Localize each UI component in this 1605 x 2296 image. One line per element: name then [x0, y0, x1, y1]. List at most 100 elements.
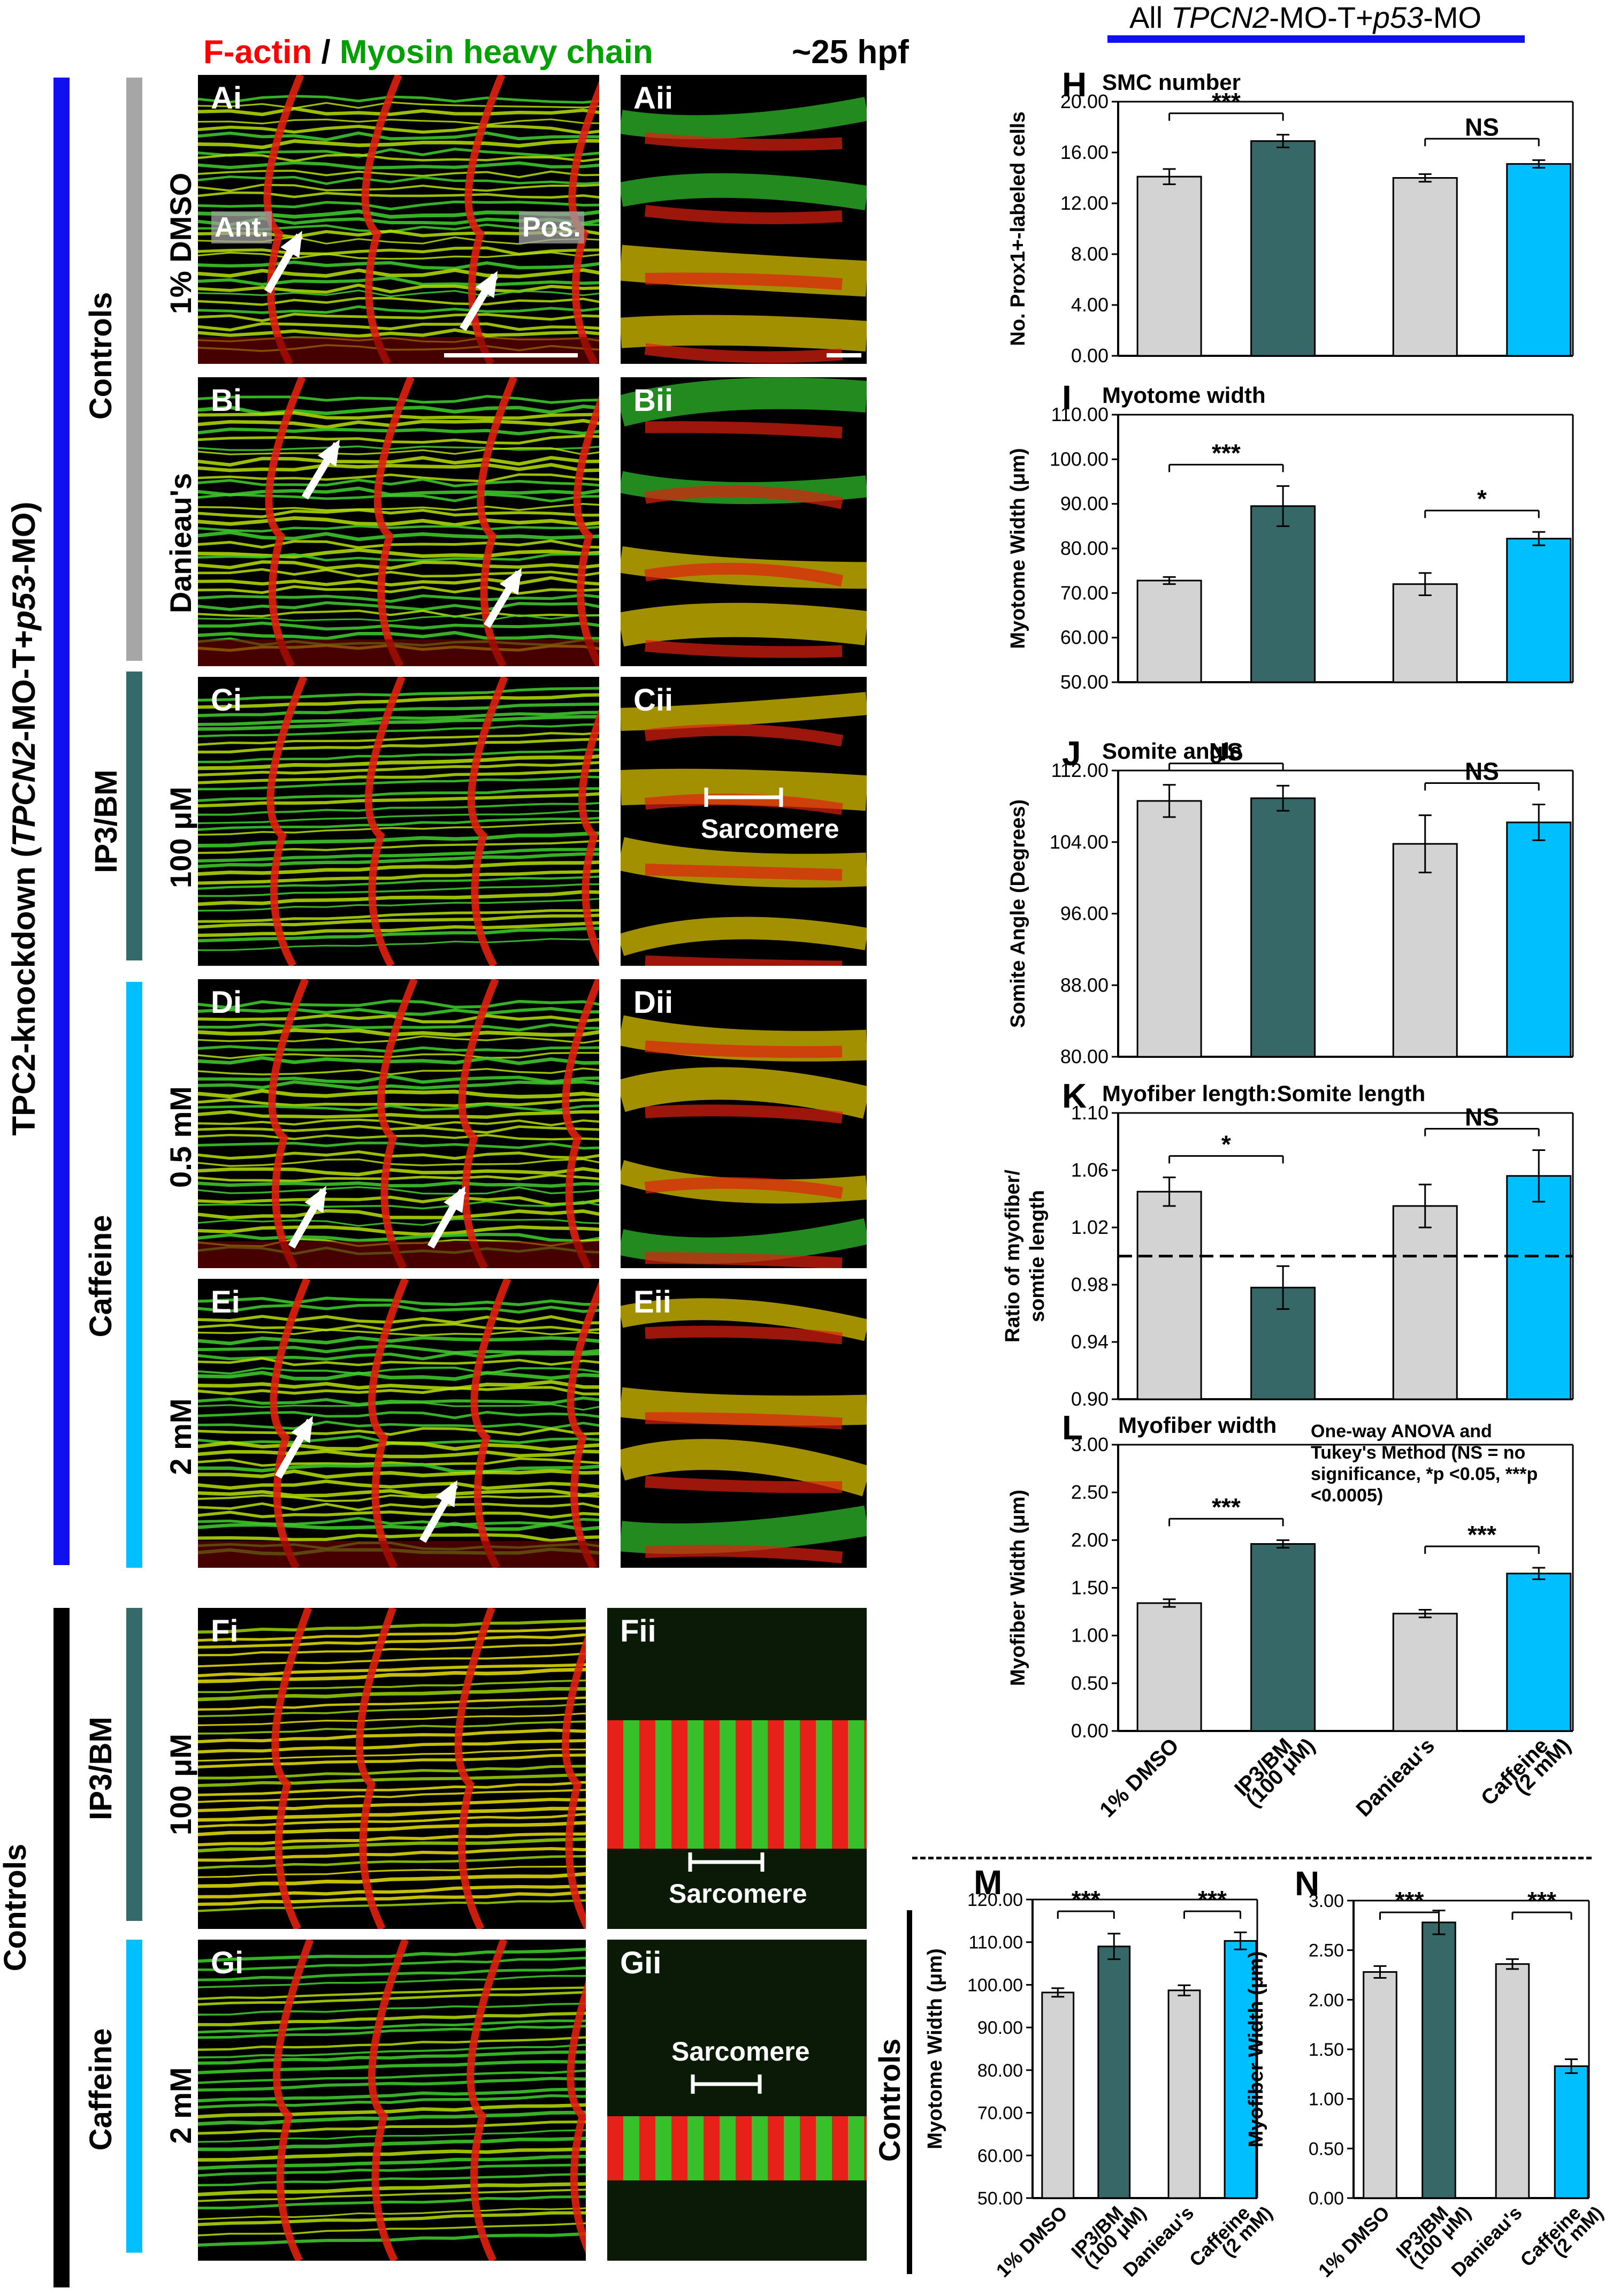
chart-group-bar [1107, 35, 1525, 43]
y-tick-label-K: 1.02 [1071, 1216, 1109, 1238]
y-tick-label-L: 1.00 [1071, 1624, 1109, 1646]
micrograph-ci: Ci [198, 677, 599, 966]
panel-label-di: Di [211, 985, 242, 1020]
scale-bar-aii [827, 353, 861, 357]
y-tick-label-M: 50.00 [977, 2188, 1023, 2209]
panel-letter-H: H [1062, 65, 1087, 104]
bar-I-3 [1506, 538, 1572, 683]
y-tick-label-N: 0.50 [1309, 2139, 1344, 2159]
panel-label-gii: Gii [620, 1946, 662, 1980]
panel-label-aii: Aii [633, 81, 674, 116]
chart-title-J: Somite angle [1102, 738, 1242, 764]
panel-label-fi: Fi [211, 1614, 239, 1649]
bar-N-1 [1421, 1921, 1456, 2199]
y-tick-label-N: 2.50 [1309, 1941, 1344, 1961]
y-tick-label-M: 120.00 [967, 1890, 1023, 1910]
category-label-N-0-0: 1% DMSO [1314, 2202, 1394, 2282]
bar-J-0 [1136, 800, 1202, 1058]
ip3bm-teal-bar [126, 672, 142, 960]
y-tick-label-M: 90.00 [977, 2018, 1023, 2038]
panel-letter-L: L [1062, 1408, 1083, 1447]
chart-title-K: Myofiber length:Somite length [1102, 1081, 1425, 1106]
y-tick-label-J: 88.00 [1060, 974, 1109, 996]
panel-letter-K: K [1062, 1077, 1087, 1115]
y-tick-label-N: 1.00 [1309, 2089, 1344, 2110]
bar-M-0 [1041, 1992, 1075, 2199]
legend-red: F-actin [203, 34, 312, 71]
bar-H-2 [1392, 177, 1458, 357]
sig-label-J-1: NS [1465, 758, 1499, 785]
y-tick-label-I: 80.00 [1060, 537, 1109, 559]
chart-title-L: Myofiber width [1118, 1413, 1277, 1438]
bar-L-2 [1392, 1613, 1458, 1732]
sig-label-M-0: *** [1072, 1886, 1100, 1913]
y-tick-label-N: 1.50 [1309, 2040, 1344, 2060]
panel-letter-M: M [974, 1863, 1002, 1902]
y-tick-label-I: 90.00 [1060, 493, 1109, 515]
chart-title-I: Myotome width [1102, 383, 1266, 408]
bar-I-1 [1250, 505, 1316, 683]
sarcomere-label-f: Sarcomere [669, 1879, 807, 1909]
y-tick-label-N: 0.00 [1309, 2188, 1344, 2209]
y-tick-label-I: 110.00 [1051, 403, 1109, 425]
panel-label-gi: Gi [211, 1946, 244, 1980]
y-tick-label-H: 8.00 [1071, 243, 1109, 265]
y-tick-label-L: 0.50 [1071, 1672, 1109, 1694]
scale-bar-ai [444, 353, 578, 357]
panel-letter-I: I [1062, 378, 1072, 417]
y-tick-label-J: 80.00 [1060, 1046, 1109, 1067]
micrograph-di: Di [198, 979, 599, 1268]
y-tick-label-I: 50.00 [1060, 671, 1109, 693]
chart-title-H: SMC number [1102, 70, 1241, 95]
sig-label-I-0: *** [1212, 439, 1241, 467]
y-tick-label-N: 2.00 [1309, 1990, 1344, 2010]
bar-N-0 [1363, 1971, 1397, 2199]
micrograph-fi: Fi [198, 1608, 586, 1929]
panel-letter-N: N [1295, 1864, 1319, 1903]
y-tick-label-H: 4.00 [1071, 294, 1109, 316]
y-label-J: Somite Angle (Degrees) [1007, 799, 1029, 1028]
y-tick-label-K: 1.06 [1071, 1159, 1109, 1181]
micrograph-bi: Bi [198, 377, 599, 666]
y-tick-label-J: 96.00 [1060, 903, 1109, 925]
y-tick-label-K: 0.98 [1071, 1273, 1109, 1295]
y-tick-label-K: 1.10 [1071, 1102, 1109, 1124]
controls-black-bar [54, 1608, 70, 2287]
micrograph-cii: Cii [621, 677, 867, 966]
bar-M-3 [1224, 1940, 1257, 2199]
caffeine-cyan-bar [126, 982, 142, 1568]
y-tick-label-M: 70.00 [977, 2103, 1023, 2124]
y-tick-label-M: 110.00 [969, 1933, 1023, 1953]
sig-label-K-0: * [1221, 1130, 1231, 1158]
bar-J-2 [1392, 843, 1458, 1058]
y-label-K-b: somtie length [1026, 1190, 1049, 1322]
y-tick-label-H: 20.00 [1060, 90, 1109, 112]
sig-label-N-0: *** [1395, 1887, 1424, 1914]
stain-legend: F-actin / Myosin heavy chain [203, 33, 653, 71]
bar-H-3 [1506, 163, 1572, 357]
knockdown-blue-bar [54, 78, 70, 1565]
y-tick-label-L: 2.00 [1071, 1529, 1109, 1551]
panel-label-bii: Bii [633, 383, 674, 418]
bar-J-3 [1506, 821, 1572, 1058]
y-tick-label-J: 112.00 [1051, 759, 1109, 781]
controls-bar-m [907, 1910, 912, 2274]
sig-label-L-0: *** [1212, 1493, 1241, 1521]
bar-L-0 [1136, 1602, 1202, 1732]
y-tick-label-H: 16.00 [1060, 141, 1109, 163]
sig-label-H-1: NS [1465, 113, 1499, 141]
sig-label-K-1: NS [1465, 1103, 1499, 1131]
y-tick-label-H: 12.00 [1060, 192, 1109, 214]
sig-label-M-1: *** [1198, 1886, 1227, 1913]
bar-M-2 [1167, 1989, 1201, 2199]
bar-I-0 [1136, 579, 1202, 683]
y-tick-label-L: 3.00 [1071, 1433, 1109, 1455]
controls-grey-bar [126, 78, 142, 661]
